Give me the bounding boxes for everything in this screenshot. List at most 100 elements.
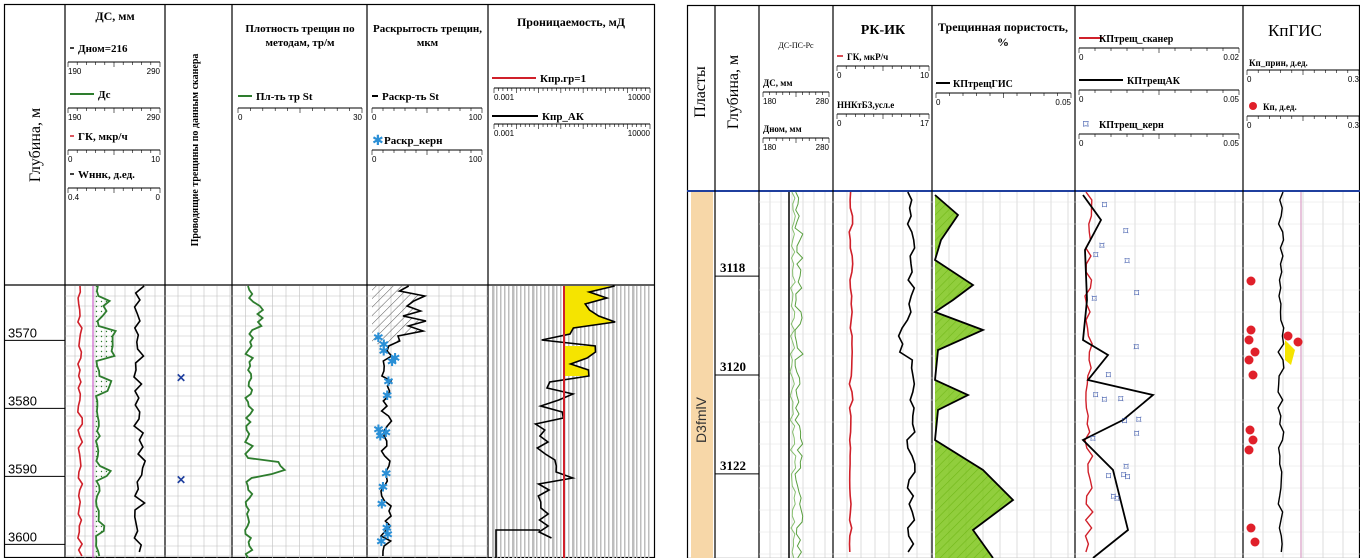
kp-scale-0-max: 0.02 — [1223, 53, 1239, 62]
density-scale-min: 0 — [238, 113, 243, 122]
core-aperture-point: ✱ — [383, 374, 394, 389]
core-aperture-point: ✱ — [373, 330, 384, 345]
density-legend-label: Пл-ть тр St — [256, 91, 313, 103]
perm-grid-band — [556, 286, 558, 558]
perm-grid-band — [548, 286, 550, 558]
core-kp-point: ⌑ — [1123, 226, 1129, 237]
left-column-separators — [64, 4, 489, 558]
perm-grid-band — [628, 286, 630, 558]
rk-scale-1-min: 0 — [837, 119, 842, 128]
kpgis-legend-label: Кп, д.ед. — [1263, 102, 1297, 112]
perm-grid-band — [612, 286, 615, 558]
core-aperture-point: ✱ — [376, 497, 387, 512]
ds-legend-label: ДС, мм — [763, 78, 792, 88]
perm-grid-band — [512, 286, 515, 558]
core-kp-point: ⌑ — [1124, 462, 1130, 473]
perm-grid-band — [508, 286, 510, 558]
kp-point — [1250, 347, 1260, 357]
kp-scale-2-max: 0.05 — [1223, 139, 1239, 148]
kp-point — [1245, 425, 1255, 435]
perm-grid-band — [624, 286, 626, 558]
perm-legend-label: Кпр.гр=1 — [540, 73, 586, 85]
right-depth-tick-label: 3118 — [720, 260, 746, 275]
kp-scale-2-min: 0 — [1079, 139, 1084, 148]
perm-grid-band — [552, 286, 555, 558]
kpr-ak-curve — [533, 285, 616, 539]
permeability-legend: Кпр.гр=1 0.001 10000 Кпр_АК 0.001 10000 — [492, 73, 651, 138]
perm-grid-band — [536, 286, 538, 558]
core-aperture-point: ✱ — [387, 354, 398, 369]
perm-grid-band — [588, 286, 590, 558]
ds-legend-label: Дном, мм — [763, 124, 802, 134]
kp-point-legend-icon — [1249, 102, 1257, 110]
core-kp-point: ⌑ — [1099, 241, 1105, 252]
perm-grid-band — [640, 286, 642, 558]
perm-above-cutoff-fill — [564, 286, 616, 334]
caliper-scale-3-max: 0 — [156, 193, 161, 202]
perm-scale-1-max: 10000 — [628, 129, 651, 138]
perm-grid-band — [520, 286, 522, 558]
core-kp-marker-icon: ⌑ — [1083, 119, 1089, 131]
ds-scale-0-min: 180 — [763, 97, 777, 106]
caliper-legend: Дном=216 190 290 Дс 190 290 ГК, мкр/ч 0 10 Wннк, … — [67, 43, 161, 202]
aperture-scale-1-max: 100 — [469, 155, 483, 164]
aperture-title: Раскрытость трещин, мкм — [372, 23, 482, 49]
perm-grid-band — [592, 286, 595, 558]
perm-above-cutoff-fill — [564, 346, 596, 376]
gk-curve-right — [848, 191, 854, 553]
core-aperture-point: ✱ — [378, 337, 389, 352]
aperture-legend-label: Раскр-ть St — [382, 91, 439, 103]
ds-curve — [789, 191, 797, 558]
caliper-scale-0-max: 290 — [147, 67, 161, 76]
core-aperture-point: ✱ — [373, 422, 384, 437]
kp-point — [1244, 335, 1254, 345]
ds-scale-0-max: 280 — [816, 97, 830, 106]
kp-legend-label: КПтрещ_сканер — [1099, 34, 1174, 45]
core-kp-point: ⌑ — [1114, 494, 1120, 505]
perm-grid-band — [608, 286, 610, 558]
core-kp-point: ⌑ — [1122, 417, 1128, 428]
col-ds-title: ДС-ПС-Рс — [778, 41, 814, 50]
core-kp-point: ⌑ — [1102, 201, 1108, 212]
kptresh-gis-curve — [933, 194, 1015, 558]
perm-grid-band — [504, 286, 506, 558]
kp-point — [1244, 445, 1254, 455]
core-kp-point: ⌑ — [1106, 370, 1112, 381]
perm-title-wrap: Проницаемость, мД — [517, 15, 625, 29]
kp-legend-label: КПтрещ_керн — [1099, 120, 1164, 131]
por-scale-min: 0 — [936, 98, 941, 107]
caliper-scale-2-min: 0 — [68, 155, 73, 164]
perm-grid-band — [524, 286, 526, 558]
kp-scale-1-min: 0 — [1079, 95, 1084, 104]
scanner-fracture-marker: ✕ — [176, 473, 186, 487]
col-por-title-wrap: Трещинная пористость, % — [938, 20, 1068, 49]
left-tracks: ✕✕✱✱✱ ✱✱✱✱✱✱✱✱✱✱✱✱✱ — [65, 285, 650, 558]
kptresh-scanner-curve — [1084, 191, 1094, 553]
right-depth-tick-label: 3122 — [720, 458, 746, 473]
core-aperture-point: ✱ — [390, 350, 401, 365]
kpgis-fill — [1285, 340, 1295, 365]
density-scale-max: 30 — [353, 113, 362, 122]
kp-point — [1250, 537, 1260, 547]
kp-point — [1248, 435, 1258, 445]
density-title: Плотность трещин по методам, тр/м — [245, 23, 355, 49]
perm-grid-band — [600, 286, 602, 558]
aperture-legend-label: Раскр_керн — [384, 135, 443, 147]
formation-bar — [691, 192, 713, 558]
core-aperture-point: ✱ — [382, 388, 393, 403]
left-depth-axis: 3570 3580 3590 3600 — [5, 325, 65, 545]
core-kp-point: ⌑ — [1093, 251, 1099, 262]
aperture-curve — [379, 285, 428, 557]
rk-legend-label: ННКтБЗ,усл.е — [837, 100, 894, 110]
aperture-title-wrap: Раскрытость трещин, мкм — [372, 23, 482, 49]
core-kp-point: ⌑ — [1134, 342, 1140, 353]
perm-grid-band — [572, 286, 575, 558]
kp-point — [1246, 523, 1256, 533]
scanner-fracture-marker: ✕ — [176, 371, 186, 385]
col-rk-title: РК-ИК — [861, 23, 906, 38]
depth-tick-label: 3570 — [8, 325, 37, 340]
por-fill — [935, 195, 1013, 558]
por-legend-label: КПтрещГИС — [953, 79, 1013, 90]
kpr-ak-bottom — [495, 529, 540, 558]
perm-grid-band — [516, 286, 518, 558]
